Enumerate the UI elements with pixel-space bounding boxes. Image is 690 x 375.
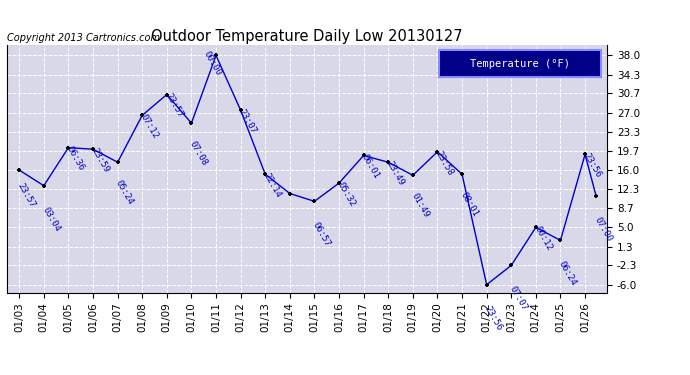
Text: 07:00: 07:00 <box>593 216 613 243</box>
Point <box>555 237 566 243</box>
Point <box>88 146 99 152</box>
FancyBboxPatch shape <box>439 50 601 77</box>
Point <box>235 107 246 113</box>
Text: 22:14: 22:14 <box>262 171 283 199</box>
Point <box>358 153 369 159</box>
Point <box>38 183 49 189</box>
Point <box>580 152 591 157</box>
Point <box>506 262 517 268</box>
Point <box>186 120 197 126</box>
Text: 00:00: 00:00 <box>201 50 222 78</box>
Point <box>383 159 394 165</box>
Text: 03:04: 03:04 <box>40 205 61 233</box>
Text: Copyright 2013 Cartronics.com: Copyright 2013 Cartronics.com <box>7 33 160 42</box>
Point <box>137 112 148 118</box>
Text: 06:36: 06:36 <box>65 145 86 172</box>
Text: 07:12: 07:12 <box>139 112 160 140</box>
Point <box>591 193 602 199</box>
Text: Temperature (°F): Temperature (°F) <box>470 58 570 69</box>
Point <box>259 171 270 177</box>
Point <box>210 53 221 58</box>
Text: 23:57: 23:57 <box>164 92 184 120</box>
Point <box>161 92 172 98</box>
Text: 00:12: 00:12 <box>532 225 553 252</box>
Text: 23:49: 23:49 <box>384 159 406 187</box>
Text: 06:57: 06:57 <box>310 221 332 249</box>
Text: 05:24: 05:24 <box>114 179 135 207</box>
Point <box>531 224 542 230</box>
Text: 23:56: 23:56 <box>582 152 602 179</box>
Text: 01:49: 01:49 <box>409 192 431 220</box>
Text: 06:24: 06:24 <box>557 260 578 288</box>
Point <box>333 180 344 186</box>
Point <box>309 198 320 204</box>
Text: 23:07: 23:07 <box>237 107 258 135</box>
Text: 23:57: 23:57 <box>16 181 37 209</box>
Point <box>457 171 468 177</box>
Point <box>481 282 492 288</box>
Text: 08:01: 08:01 <box>458 191 480 219</box>
Text: 23:56: 23:56 <box>483 304 504 332</box>
Text: 23:59: 23:59 <box>90 146 110 174</box>
Point <box>63 145 74 151</box>
Title: Outdoor Temperature Daily Low 20130127: Outdoor Temperature Daily Low 20130127 <box>151 29 463 44</box>
Point <box>112 159 123 165</box>
Point <box>407 172 418 178</box>
Text: 07:08: 07:08 <box>188 140 209 168</box>
Point <box>432 149 443 155</box>
Point <box>14 167 25 173</box>
Text: 05:32: 05:32 <box>335 180 357 208</box>
Text: 06:01: 06:01 <box>360 153 382 180</box>
Point <box>284 190 295 196</box>
Text: 07:07: 07:07 <box>508 285 529 313</box>
Text: 23:58: 23:58 <box>434 149 455 177</box>
